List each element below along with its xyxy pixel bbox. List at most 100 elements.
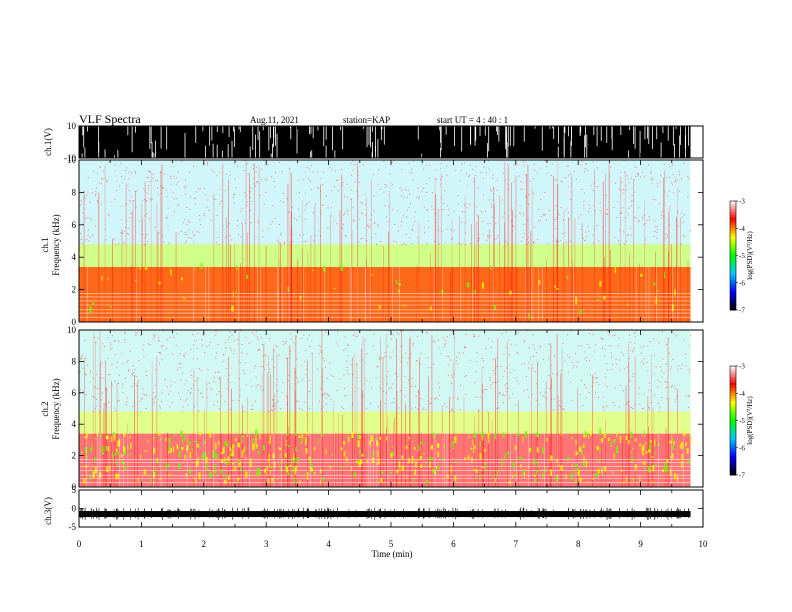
ch2-spectrogram-hotspot	[502, 432, 505, 438]
ch1-spectrogram-speckle	[624, 243, 626, 245]
ch1-spectrogram-speckle	[399, 187, 401, 189]
ch1-spectrogram-speckle	[469, 164, 471, 166]
ch1-spectrogram-speckle	[642, 218, 644, 220]
ch1-spectrogram-speckle	[672, 163, 674, 165]
ch2-spectrogram-speckle	[598, 384, 600, 386]
ch2-spectrogram-speckle	[394, 372, 396, 374]
ch2-spectrogram-speckle	[272, 398, 274, 400]
ch1-spectrogram-speckle	[133, 200, 135, 202]
ch1-spectrogram-speckle	[680, 212, 682, 214]
ch2-spectrogram-hotspot	[454, 437, 457, 444]
ch1-spectrogram-speckle	[687, 175, 689, 177]
ch2-spectrogram-speckle	[114, 340, 116, 342]
ch1-spectrogram-hotspot	[287, 287, 290, 292]
ch1-spectrogram-speckle	[421, 190, 423, 192]
ch2-spectrogram-speckle	[437, 339, 439, 341]
ch1-spectrogram-speckle	[310, 165, 312, 167]
ch2-spectrogram-hotspot	[589, 430, 592, 436]
ch2-spectrogram-hotspot	[269, 434, 271, 442]
ch1-spectrogram-speckle	[413, 216, 415, 218]
ch2-spectrogram-hotspot	[116, 460, 118, 466]
ch2-spectrogram-speckle	[623, 368, 625, 370]
ch2-spectrogram-speckle	[207, 397, 209, 399]
ch1-spectrogram-speckle	[666, 235, 668, 237]
ch1-spectrogram-speckle	[80, 233, 82, 235]
ch1-spectrogram-speckle	[216, 175, 218, 177]
ch2-spectrogram-hotspot	[451, 441, 454, 446]
ch2-spectrogram-speckle	[169, 336, 171, 338]
ch1-spectrogram-speckle	[344, 212, 346, 214]
ch1-spectrogram-speckle	[598, 240, 600, 242]
ch1-spectrogram-speckle	[511, 230, 513, 232]
ch2-spectrogram-hotspot	[357, 440, 360, 448]
ch1-spectrogram-speckle	[454, 169, 456, 171]
ch2-spectrogram-speckle	[322, 357, 324, 359]
ch1-waveform-gap	[117, 150, 119, 158]
ch2-spectrogram-hotspot	[234, 438, 238, 442]
ch1-spectrogram-speckle	[418, 196, 420, 198]
colorbar-segment	[730, 307, 736, 311]
ch1-spectrogram-speckle	[345, 235, 347, 237]
ch2-spectrogram-speckle	[233, 340, 235, 342]
ch2-spectrogram-hotspot	[360, 459, 363, 464]
ch1-spectrogram-speckle	[675, 178, 677, 180]
ch1-spectrogram-speckle	[653, 236, 655, 238]
ch2-spectrogram-speckle	[319, 400, 321, 402]
ch2-spectrogram-hotspot	[193, 440, 196, 443]
ch2-spectrogram-speckle	[438, 347, 440, 349]
ch1-waveform-gap	[628, 150, 629, 158]
ch1-spectrogram-speckle	[461, 221, 463, 223]
ch2-spectrogram-hotspot	[497, 470, 499, 477]
ch1-spectrogram-speckle	[257, 220, 259, 222]
ch1-spectrogram-hotspot	[527, 313, 530, 319]
ch1-spectrogram-speckle	[364, 203, 366, 205]
ch2-spectrogram-speckle	[321, 408, 323, 410]
ch1-spectrogram-speckle	[438, 229, 440, 231]
ch2-spectrogram-speckle	[273, 367, 275, 369]
ch2-spectrogram-hotspot	[244, 445, 246, 450]
ch2-spectrogram-speckle	[614, 335, 616, 337]
ch2-spectrogram-speckle	[450, 359, 452, 361]
ch1-spectrogram-speckle	[196, 231, 198, 233]
ch2-spectrogram-hotspot	[653, 452, 656, 455]
ch1-waveform-gap	[312, 126, 314, 139]
ch2-spectrogram-speckle	[510, 343, 512, 345]
ch2-spectrogram-hotspot	[369, 440, 372, 446]
ch2-spectrogram-speckle	[282, 382, 284, 384]
ch2-spectrogram-speckle	[146, 374, 148, 376]
ch1-spectrogram-speckle	[625, 240, 627, 242]
ch1-spectrogram-speckle	[229, 234, 231, 236]
ch2-spectrogram-speckle	[309, 346, 311, 348]
ch1-spectrogram-speckle	[313, 240, 315, 242]
ch2-spectrogram-speckle	[622, 390, 624, 392]
ch2-spectrogram-speckle	[670, 365, 672, 367]
ch2-spectrogram-speckle	[623, 354, 625, 356]
ch1-spectrogram-speckle	[321, 204, 323, 206]
ch1-spectrogram-speckle	[596, 167, 598, 169]
ch2-spectrogram-speckle	[239, 389, 241, 391]
ch2-spectrogram-hotspot	[429, 456, 431, 463]
ch1-spectrogram-speckle	[102, 170, 104, 172]
ch1-spectrogram-speckle	[588, 211, 590, 213]
ch1-spectrogram-speckle	[302, 179, 304, 181]
ch1-spectrogram-speckle	[519, 212, 521, 214]
ch1-spectrogram-speckle	[674, 180, 676, 182]
ch2-spectrogram-hotspot	[143, 469, 146, 475]
ch2-spectrogram-speckle	[456, 363, 458, 365]
ch1-spectrogram-speckle	[229, 174, 231, 176]
ch1-spectrogram-speckle	[496, 180, 498, 182]
colorbar-segment	[730, 450, 736, 454]
ch2-spectrogram-hotspot	[596, 445, 599, 451]
ch2-spectrogram-speckle	[327, 334, 329, 336]
ch1-spectrogram-speckle	[317, 171, 319, 173]
ch2-spectrogram-hotspot	[585, 460, 588, 468]
ch1-spectrogram-speckle	[661, 217, 663, 219]
ch1-waveform-gap	[375, 145, 376, 158]
ch1-spectrogram-speckle	[279, 200, 281, 202]
ch2-spectrogram-speckle	[672, 358, 674, 360]
ch2-spectrogram-speckle	[118, 399, 120, 401]
ch2-spectrogram-hotspot	[479, 441, 481, 448]
ch2-spectrogram-speckle	[439, 394, 441, 396]
ch2-spectrogram-hotspot	[639, 476, 641, 482]
ch2-spectrogram-speckle	[432, 340, 434, 342]
